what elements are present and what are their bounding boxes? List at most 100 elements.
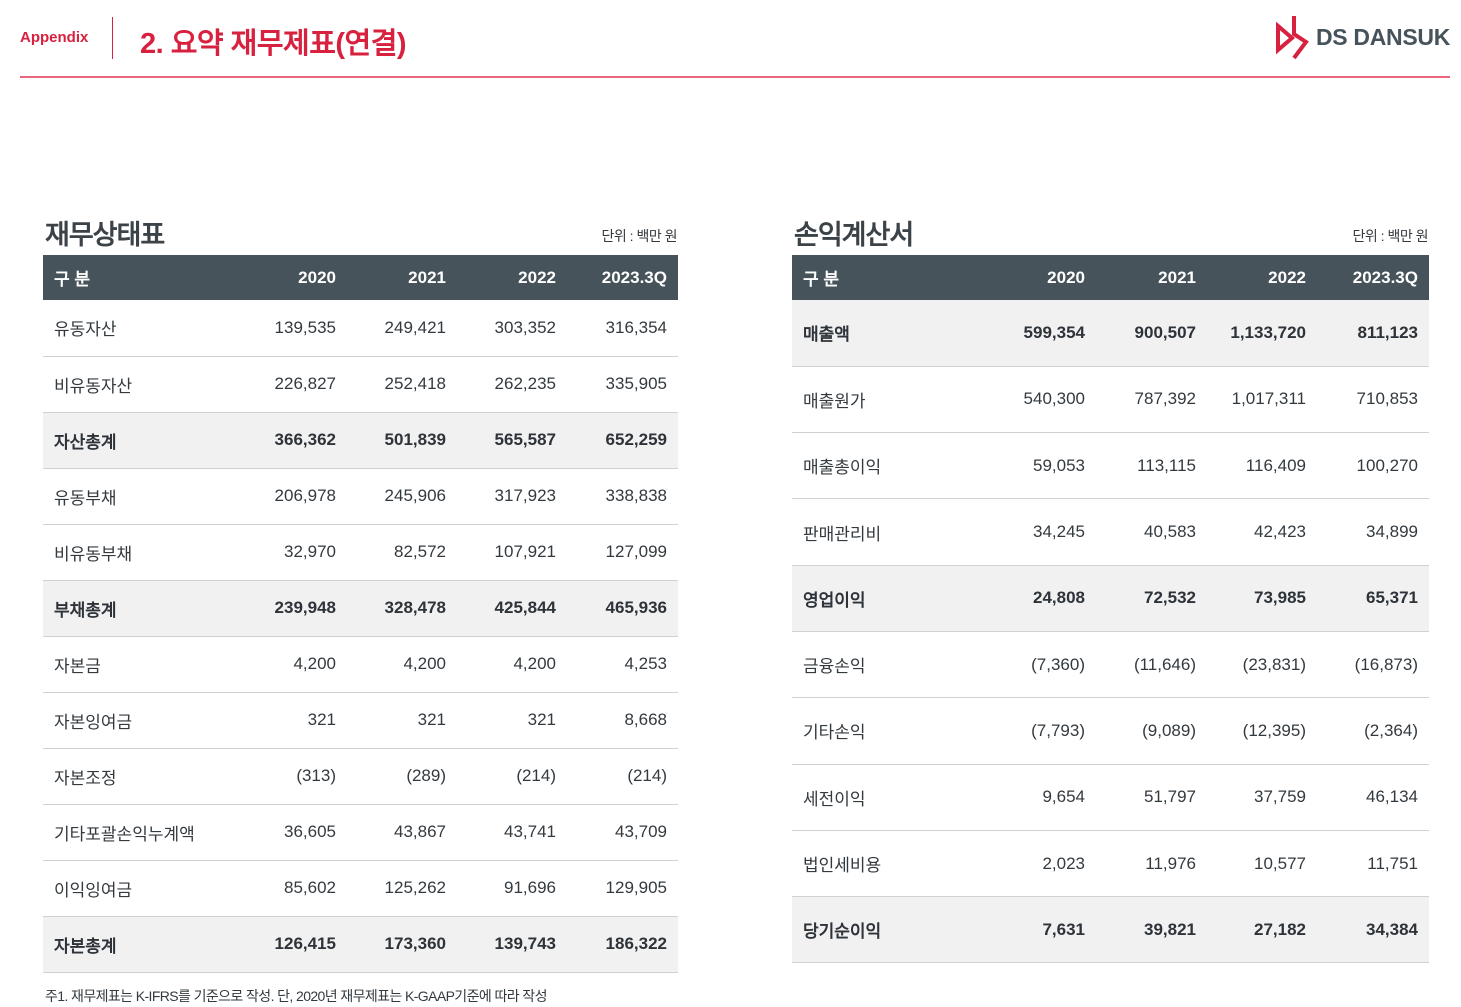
table-row: 판매관리비 34,245 40,583 42,423 34,899	[792, 498, 1429, 566]
row-value: 34,245	[986, 498, 1096, 566]
row-value: (11,646)	[1096, 631, 1207, 699]
row-value: 82,572	[347, 524, 457, 581]
row-label: 유동부채	[43, 468, 234, 525]
row-value: 10,577	[1207, 830, 1317, 898]
row-label: 영업이익	[792, 565, 986, 632]
row-value: 425,844	[457, 580, 567, 637]
table-row: 세전이익 9,654 51,797 37,759 46,134	[792, 764, 1429, 831]
row-value: 501,839	[347, 412, 457, 469]
row-label: 기타포괄손익누계액	[43, 804, 234, 861]
row-value: 126,415	[234, 916, 347, 973]
row-value: 85,602	[234, 860, 347, 917]
table-row: 매출액 599,354 900,507 1,133,720 811,123	[792, 300, 1429, 367]
row-value: 24,808	[986, 565, 1096, 632]
column-header: 2022	[1268, 267, 1306, 287]
row-label: 자본총계	[43, 916, 234, 973]
row-value: 316,354	[567, 300, 678, 357]
column-header: 2023.3Q	[1352, 267, 1418, 287]
row-value: 113,115	[1096, 432, 1207, 500]
table-row: 부채총계 239,948 328,478 425,844 465,936	[43, 580, 678, 637]
table-header-row: 구 분 2020 2021 2022 2023.3Q	[792, 255, 1429, 300]
row-value: 206,978	[234, 468, 347, 525]
row-value: (2,364)	[1317, 697, 1429, 765]
table-header-row: 구 분 2020 2021 2022 2023.3Q	[43, 255, 678, 300]
row-value: 36,605	[234, 804, 347, 861]
row-value: 43,741	[457, 804, 567, 861]
row-value: (23,831)	[1207, 631, 1317, 699]
row-label: 자본조정	[43, 748, 234, 805]
table-row: 자본조정 (313) (289) (214) (214)	[43, 748, 678, 805]
row-value: (214)	[567, 748, 678, 805]
row-value: 73,985	[1207, 565, 1317, 632]
row-value: 335,905	[567, 356, 678, 413]
table-row: 기타손익 (7,793) (9,089) (12,395) (2,364)	[792, 697, 1429, 765]
row-label: 기타손익	[792, 697, 986, 765]
row-value: 338,838	[567, 468, 678, 525]
row-value: (214)	[457, 748, 567, 805]
table-row: 자본금 4,200 4,200 4,200 4,253	[43, 636, 678, 693]
row-value: 32,970	[234, 524, 347, 581]
row-value: 72,532	[1096, 565, 1207, 632]
row-label: 자본금	[43, 636, 234, 693]
row-value: 91,696	[457, 860, 567, 917]
row-value: 7,631	[986, 896, 1096, 964]
row-label: 금융손익	[792, 631, 986, 699]
row-value: 43,867	[347, 804, 457, 861]
table-row: 당기순이익 7,631 39,821 27,182 34,384	[792, 896, 1429, 964]
row-value: 129,905	[567, 860, 678, 917]
row-value: (16,873)	[1317, 631, 1429, 699]
row-value: 900,507	[1096, 300, 1207, 367]
row-value: 811,123	[1317, 300, 1429, 367]
row-value: 239,948	[234, 580, 347, 637]
row-value: 317,923	[457, 468, 567, 525]
row-value: 11,976	[1096, 830, 1207, 898]
page-header: Appendix 2. 요약 재무제표(연결) DS DANSUK	[20, 0, 1450, 78]
row-value: 139,535	[234, 300, 347, 357]
table-row: 유동부채 206,978 245,906 317,923 338,838	[43, 468, 678, 525]
table-row: 기타포괄손익누계액 36,605 43,867 43,741 43,709	[43, 804, 678, 861]
table-row: 영업이익 24,808 72,532 73,985 65,371	[792, 565, 1429, 632]
row-value: 252,418	[347, 356, 457, 413]
column-header: 2023.3Q	[601, 267, 667, 287]
row-value: 465,936	[567, 580, 678, 637]
row-label: 매출총이익	[792, 432, 986, 500]
row-value: 100,270	[1317, 432, 1429, 500]
row-value: 366,362	[234, 412, 347, 469]
row-value: 599,354	[986, 300, 1096, 367]
row-value: 245,906	[347, 468, 457, 525]
column-header: 2020	[1047, 267, 1085, 287]
table-row: 자본총계 126,415 173,360 139,743 186,322	[43, 916, 678, 973]
row-label: 자본잉여금	[43, 692, 234, 749]
row-value: 59,053	[986, 432, 1096, 500]
row-label: 부채총계	[43, 580, 234, 637]
table-row: 자본잉여금 321 321 321 8,668	[43, 692, 678, 749]
row-value: 46,134	[1317, 764, 1429, 831]
table-row: 이익잉여금 85,602 125,262 91,696 129,905	[43, 860, 678, 917]
income-statement-table: 구 분 2020 2021 2022 2023.3Q 매출액 599,354 900…	[792, 255, 1429, 964]
table-row: 법인세비용 2,023 11,976 10,577 11,751	[792, 830, 1429, 898]
row-value: 249,421	[347, 300, 457, 357]
row-value: (9,089)	[1096, 697, 1207, 765]
table-row: 비유동자산 226,827 252,418 262,235 335,905	[43, 356, 678, 413]
row-value: 303,352	[457, 300, 567, 357]
row-value: (7,793)	[986, 697, 1096, 765]
table-row: 자산총계 366,362 501,839 565,587 652,259	[43, 412, 678, 469]
row-value: 65,371	[1317, 565, 1429, 632]
row-value: 139,743	[457, 916, 567, 973]
row-value: 328,478	[347, 580, 457, 637]
row-value: 127,099	[567, 524, 678, 581]
row-label: 이익잉여금	[43, 860, 234, 917]
company-logo: DS DANSUK	[1272, 12, 1450, 62]
row-label: 법인세비용	[792, 830, 986, 898]
row-value: 4,200	[457, 636, 567, 693]
row-label: 유동자산	[43, 300, 234, 357]
row-label: 자산총계	[43, 412, 234, 469]
column-header: 2021	[408, 267, 446, 287]
row-value: 125,262	[347, 860, 457, 917]
row-value: (313)	[234, 748, 347, 805]
balance-sheet-section: 재무상태표 단위 : 백만 원 구 분 2020 2021 2022 2023.…	[43, 210, 678, 973]
row-label: 비유동자산	[43, 356, 234, 413]
row-value: 42,423	[1207, 498, 1317, 566]
header-divider	[112, 17, 113, 59]
table-row: 비유동부채 32,970 82,572 107,921 127,099	[43, 524, 678, 581]
